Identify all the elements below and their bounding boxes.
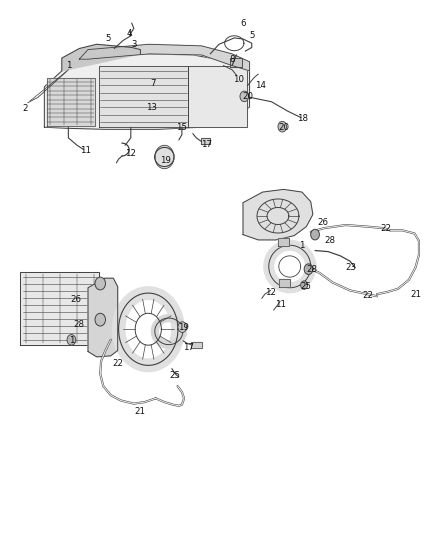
Circle shape [240, 91, 249, 102]
Text: 2: 2 [22, 103, 28, 112]
Text: 12: 12 [265, 287, 276, 296]
Text: 17: 17 [201, 140, 212, 149]
Text: 5: 5 [105, 35, 110, 44]
Text: 21: 21 [410, 289, 421, 298]
Text: 6: 6 [240, 19, 246, 28]
Circle shape [304, 264, 313, 274]
Text: 23: 23 [345, 263, 357, 272]
Polygon shape [279, 279, 290, 287]
Text: 19: 19 [160, 156, 171, 165]
Polygon shape [62, 44, 141, 71]
Circle shape [178, 322, 187, 333]
Text: 5: 5 [249, 31, 254, 40]
Text: 20: 20 [278, 123, 289, 132]
Text: 8: 8 [230, 55, 235, 63]
Text: 26: 26 [318, 219, 328, 228]
Text: 20: 20 [242, 92, 253, 101]
Circle shape [155, 146, 174, 168]
Circle shape [95, 313, 106, 326]
Text: 25: 25 [301, 282, 312, 291]
Polygon shape [243, 189, 313, 240]
Text: 1: 1 [299, 241, 305, 250]
Text: 13: 13 [146, 102, 157, 111]
Polygon shape [188, 66, 247, 127]
Text: 10: 10 [233, 75, 244, 84]
Polygon shape [230, 58, 242, 67]
Text: 22: 22 [363, 291, 374, 300]
Polygon shape [99, 66, 188, 127]
Polygon shape [44, 54, 250, 130]
Text: 22: 22 [380, 224, 391, 233]
Text: 15: 15 [177, 123, 187, 132]
Text: 4: 4 [127, 29, 132, 38]
Polygon shape [201, 138, 210, 144]
Circle shape [300, 281, 307, 289]
Polygon shape [88, 278, 118, 357]
Text: 3: 3 [131, 40, 137, 49]
Polygon shape [79, 44, 250, 71]
Polygon shape [191, 342, 201, 349]
Text: 12: 12 [125, 149, 136, 158]
Text: 7: 7 [151, 78, 156, 87]
Circle shape [67, 335, 76, 345]
Polygon shape [278, 238, 289, 246]
Circle shape [95, 277, 106, 290]
Text: 1: 1 [69, 336, 74, 345]
Text: 28: 28 [73, 320, 84, 329]
Polygon shape [20, 272, 99, 345]
Text: 22: 22 [112, 359, 123, 368]
Text: 28: 28 [306, 265, 317, 273]
Text: 21: 21 [134, 407, 145, 416]
Text: 14: 14 [255, 81, 266, 90]
Text: 1: 1 [66, 61, 71, 70]
Text: 26: 26 [70, 295, 81, 304]
Text: 17: 17 [183, 343, 194, 352]
Text: 25: 25 [170, 371, 181, 380]
Circle shape [278, 122, 287, 132]
Text: 28: 28 [325, 237, 336, 246]
Polygon shape [46, 78, 95, 126]
Text: 19: 19 [178, 323, 189, 332]
Circle shape [311, 229, 319, 240]
Text: 18: 18 [297, 114, 308, 123]
Text: 11: 11 [275, 300, 286, 309]
Text: 11: 11 [80, 146, 92, 155]
